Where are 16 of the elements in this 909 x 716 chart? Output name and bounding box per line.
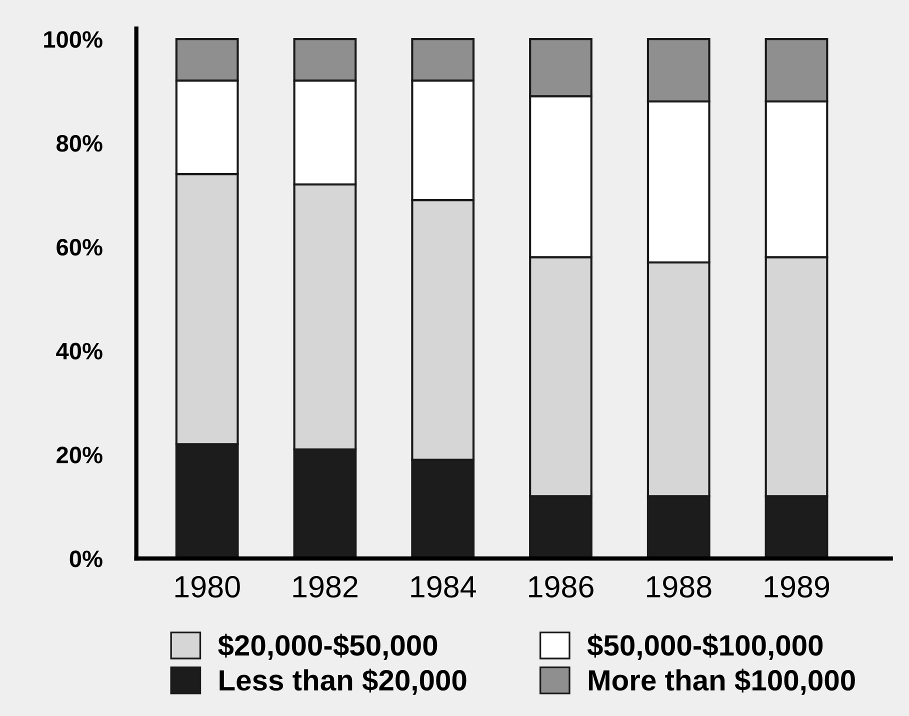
y-tick-label: 40% — [56, 342, 102, 360]
x-tick-label: 1980 — [175, 576, 240, 598]
y-tick-label: 60% — [56, 238, 102, 256]
x-tick-label: 1986 — [529, 576, 594, 598]
x-tick-label: 1984 — [411, 576, 476, 598]
y-tick-label: 0% — [70, 550, 102, 568]
x-tick-label: 1989 — [764, 576, 830, 598]
x-tick-label: 1988 — [646, 576, 712, 598]
y-tick-label: 100% — [44, 31, 102, 48]
legend-label: $50,000-$100,000 — [587, 634, 823, 660]
y-tick-label: 80% — [56, 134, 102, 152]
legend-label: Less than $20,000 — [220, 668, 466, 695]
x-tick-label: 1982 — [293, 576, 358, 598]
y-tick-label: 20% — [56, 446, 102, 464]
legend-label: More than $100,000 — [588, 668, 855, 695]
legend-label: $20,000-$50,000 — [218, 634, 438, 660]
